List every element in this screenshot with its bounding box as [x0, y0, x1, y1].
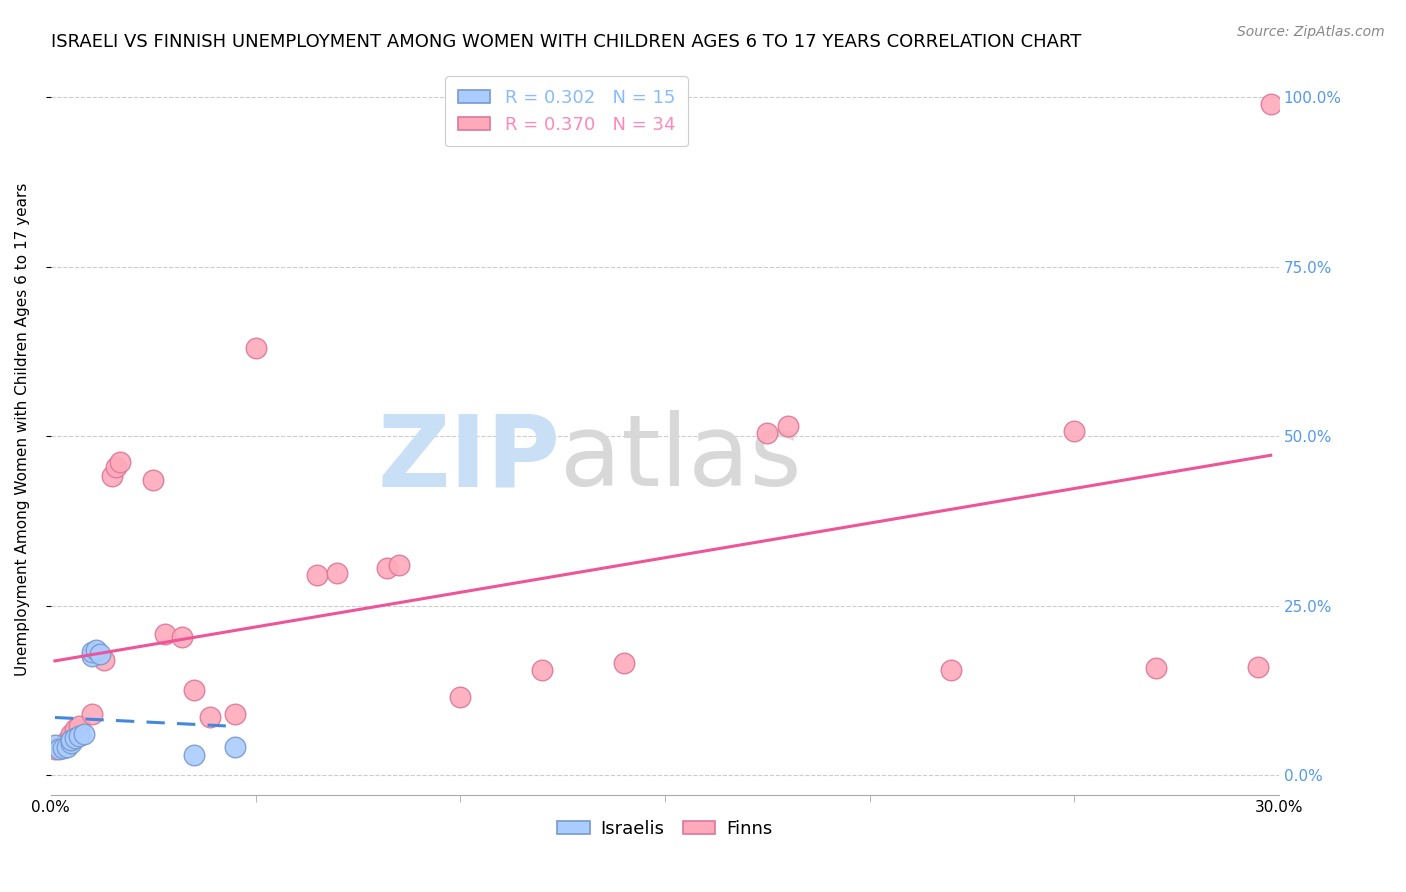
Point — [941, 663, 963, 677]
Point — [52, 741, 75, 756]
Point — [224, 739, 246, 754]
Legend: Israelis, Finns: Israelis, Finns — [550, 813, 779, 845]
Point — [756, 425, 779, 440]
Point — [52, 738, 75, 752]
Point — [72, 727, 94, 741]
Point — [613, 657, 636, 671]
Point — [531, 663, 554, 677]
Point — [375, 561, 398, 575]
Point — [388, 558, 411, 572]
Point — [155, 627, 177, 641]
Point — [224, 707, 246, 722]
Text: atlas: atlas — [561, 410, 801, 508]
Point — [170, 630, 193, 644]
Text: Source: ZipAtlas.com: Source: ZipAtlas.com — [1237, 25, 1385, 39]
Point — [1260, 97, 1282, 112]
Point — [65, 731, 87, 745]
Point — [65, 722, 87, 736]
Point — [48, 742, 70, 756]
Point — [110, 455, 132, 469]
Point — [200, 710, 222, 724]
Point — [44, 738, 66, 752]
Point — [69, 729, 91, 743]
Point — [60, 727, 83, 741]
Text: ZIP: ZIP — [378, 410, 561, 508]
Point — [93, 653, 115, 667]
Point — [1063, 424, 1085, 438]
Point — [48, 739, 70, 754]
Point — [183, 683, 205, 698]
Point — [60, 735, 83, 749]
Point — [56, 739, 79, 754]
Point — [1144, 661, 1167, 675]
Point — [80, 707, 103, 722]
Point — [69, 719, 91, 733]
Point — [1247, 659, 1270, 673]
Point — [44, 742, 66, 756]
Point — [60, 732, 83, 747]
Point — [105, 459, 128, 474]
Point — [776, 419, 799, 434]
Point — [449, 690, 471, 705]
Point — [183, 747, 205, 762]
Text: ISRAELI VS FINNISH UNEMPLOYMENT AMONG WOMEN WITH CHILDREN AGES 6 TO 17 YEARS COR: ISRAELI VS FINNISH UNEMPLOYMENT AMONG WO… — [51, 33, 1081, 51]
Point — [56, 734, 79, 748]
Y-axis label: Unemployment Among Women with Children Ages 6 to 17 years: Unemployment Among Women with Children A… — [15, 183, 30, 676]
Point — [245, 341, 267, 355]
Point — [305, 568, 328, 582]
Point — [60, 731, 83, 745]
Point — [142, 473, 165, 487]
Point — [326, 566, 349, 581]
Point — [80, 649, 103, 664]
Point — [101, 468, 124, 483]
Point — [80, 645, 103, 659]
Point — [84, 642, 107, 657]
Point — [89, 648, 111, 662]
